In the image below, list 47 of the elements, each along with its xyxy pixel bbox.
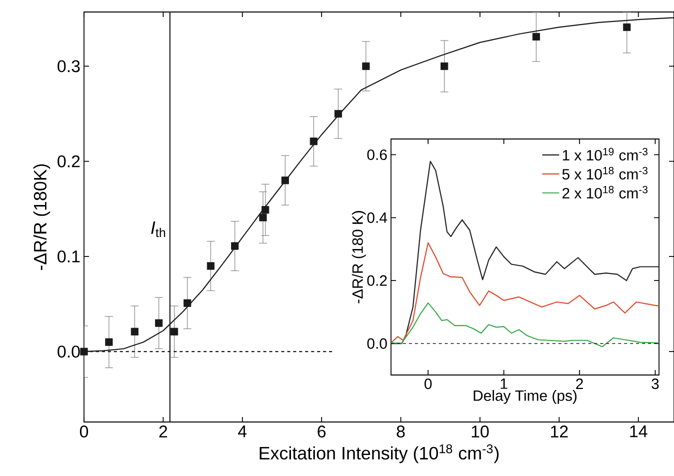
point bbox=[155, 319, 163, 327]
point bbox=[206, 262, 214, 270]
point bbox=[262, 206, 270, 214]
point bbox=[184, 299, 192, 307]
point bbox=[259, 214, 267, 222]
x-tick-label: 12 bbox=[551, 426, 568, 438]
x-axis-title: Excitation Intensity (10$^{18}$ cm$^{-3}$) bbox=[260, 444, 499, 464]
point bbox=[362, 62, 370, 70]
point bbox=[105, 338, 113, 346]
point bbox=[231, 242, 239, 250]
x-axis-title: Delay Time (ps) bbox=[474, 390, 577, 404]
legend-label: 2 x 10$^{18}$ cm$^{-3}$ bbox=[562, 186, 648, 199]
ref-line-label: I$_{th}$ bbox=[151, 221, 166, 238]
x-tick-label: 0 bbox=[80, 426, 88, 438]
line-series bbox=[391, 242, 660, 344]
point bbox=[281, 176, 289, 184]
point bbox=[440, 62, 448, 70]
x-tick-label: 10 bbox=[472, 426, 489, 438]
y-tick-label: 0.1 bbox=[58, 250, 80, 262]
y-axis-title: -ΔR/R (180K) bbox=[33, 164, 50, 270]
x-tick-label: 2 bbox=[576, 378, 583, 389]
x-tick-label: 6 bbox=[318, 426, 326, 438]
point bbox=[170, 328, 178, 336]
legend-label: 5 x 10$^{18}$ cm$^{-3}$ bbox=[562, 166, 648, 180]
x-tick-label: 4 bbox=[238, 426, 247, 438]
x-tick-label: 8 bbox=[396, 426, 405, 438]
point bbox=[623, 23, 631, 31]
y-tick-label: 0.6 bbox=[367, 149, 387, 160]
y-tick-label: 0.3 bbox=[58, 60, 80, 72]
y-tick-label: 0.0 bbox=[367, 338, 387, 349]
point bbox=[334, 110, 342, 118]
x-tick-label: 0 bbox=[424, 378, 432, 390]
legend-label: 1 x 10$^{19}$ cm$^{-3}$ bbox=[562, 148, 648, 161]
x-tick-label: 1 bbox=[500, 378, 508, 389]
y-tick-label: 0.0 bbox=[58, 346, 80, 358]
point bbox=[310, 138, 318, 146]
y-tick-label: 0.2 bbox=[367, 275, 387, 286]
x-tick-label: 14 bbox=[630, 426, 648, 438]
x-tick-label: 2 bbox=[159, 426, 168, 438]
y-tick-label: 0.2 bbox=[58, 155, 80, 168]
point bbox=[130, 328, 138, 336]
y-tick-label: 0.4 bbox=[367, 212, 388, 223]
y-axis-title: -ΔR/R (180 K) bbox=[352, 211, 366, 304]
line-series bbox=[391, 302, 660, 348]
x-tick-label: 3 bbox=[652, 378, 659, 390]
point bbox=[80, 348, 88, 356]
point bbox=[532, 32, 540, 41]
